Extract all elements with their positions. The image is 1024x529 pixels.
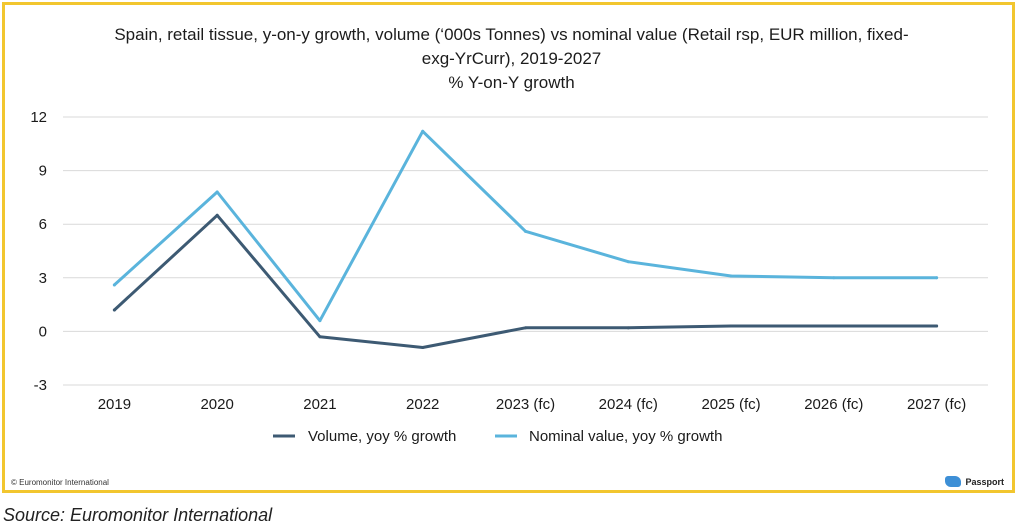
data-point <box>729 324 733 328</box>
copyright-text: © Euromonitor International <box>11 478 109 487</box>
series-line-2 <box>112 129 939 323</box>
y-tick-label: 12 <box>30 109 47 126</box>
chart-title-line-1: Spain, retail tissue, y-on-y growth, vol… <box>114 25 909 44</box>
x-tick-label: 2023 (fc) <box>496 396 555 413</box>
x-tick-label: 2021 <box>303 396 336 413</box>
data-point <box>421 345 425 349</box>
data-point <box>832 276 836 280</box>
line-chart: -3 0 3 6 9 12 2019 2020 2021 2022 2023 (fc) 2024 (f… <box>30 109 988 445</box>
data-point <box>832 324 836 328</box>
passport-brand-label: Passport <box>965 476 1004 487</box>
x-tick-label: 2027 (fc) <box>907 396 966 413</box>
chart-title-line-2: exg-YrCurr), 2019-2027 <box>421 49 602 68</box>
data-point <box>318 335 322 339</box>
data-point <box>215 213 219 217</box>
data-point <box>935 324 939 328</box>
x-tick-label: 2024 (fc) <box>599 396 658 413</box>
data-point <box>112 283 116 287</box>
source-caption: Source: Euromonitor International <box>3 505 273 525</box>
x-tick-label: 2019 <box>98 396 131 413</box>
passport-logo-icon <box>945 476 962 487</box>
chart-title: Spain, retail tissue, y-on-y growth, vol… <box>5 23 1018 95</box>
passport-brand: Passport <box>945 476 1004 487</box>
data-point <box>626 260 630 264</box>
y-tick-label: 9 <box>39 163 47 180</box>
x-tick-label: 2025 (fc) <box>701 396 760 413</box>
data-point <box>524 326 527 330</box>
legend-label: Volume, yoy % growth <box>308 428 456 445</box>
y-tick-label: 6 <box>39 216 47 233</box>
legend-label: Nominal value, yoy % growth <box>529 428 722 445</box>
y-tick-label: -3 <box>34 377 47 394</box>
chart-subtitle: % Y-on-Y growth <box>448 73 575 92</box>
x-tick-label: 2020 <box>200 396 233 413</box>
data-point <box>626 326 630 330</box>
x-tick-label: 2022 <box>406 396 439 413</box>
data-point <box>112 308 116 312</box>
y-tick-label: 3 <box>39 270 47 287</box>
y-tick-label: 0 <box>39 323 47 340</box>
data-point <box>215 190 219 194</box>
data-point <box>935 276 939 280</box>
data-point <box>524 229 527 233</box>
data-point <box>421 129 425 133</box>
data-point <box>318 319 322 323</box>
chart-frame: Spain, retail tissue, y-on-y growth, vol… <box>2 2 1015 493</box>
data-point <box>729 274 733 278</box>
x-tick-label: 2026 (fc) <box>804 396 863 413</box>
